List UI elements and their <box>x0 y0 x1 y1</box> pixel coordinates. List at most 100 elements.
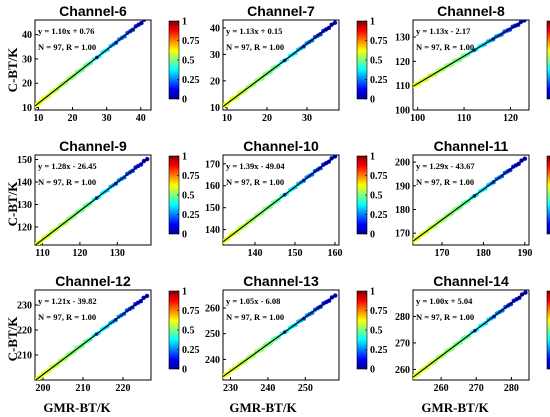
panel-3: Channel-8 100 110 120 100 110 120 130 y = 1.13x … <box>395 3 550 124</box>
y-axis-label-row-3: C-BT/K <box>5 316 20 362</box>
fit-line <box>35 295 148 380</box>
y-tick-label: 260 <box>205 304 220 315</box>
x-tick-label: 180 <box>476 248 491 259</box>
fit-line <box>35 20 146 107</box>
panel-title: Channel-12 <box>55 273 131 289</box>
x-tick-label: 150 <box>288 248 303 259</box>
colorbar-tick-label: 0.5 <box>370 191 383 202</box>
fit-stats: N = 97, R = 1.00 <box>416 42 474 52</box>
x-tick-label: 270 <box>469 383 484 394</box>
colorbar-tick-label: 0.25 <box>370 210 388 221</box>
y-tick-label: 220 <box>17 326 32 337</box>
y-tick-label: 10 <box>22 103 32 114</box>
colorbar-tick-label: 0 <box>182 230 187 241</box>
y-tick-label: 170 <box>395 229 410 240</box>
colorbar-tick-label: 0.75 <box>182 171 200 182</box>
colorbar-tick-label: 0 <box>370 95 375 106</box>
y-tick-label: 150 <box>205 203 220 214</box>
x-axis-label-col-1: GMR-BT/K <box>43 400 111 415</box>
colorbar-tick-label: 1 <box>182 17 187 28</box>
colorbar-tick-label: 1 <box>370 287 375 298</box>
x-tick-label: 240 <box>260 383 275 394</box>
panel-8: Channel-13 230 240 250 240 250 260 y = 1.05x - … <box>205 273 388 394</box>
fit-equation: y = 1.05x - 6.08 <box>226 296 280 306</box>
y-tick-label: 210 <box>17 351 32 362</box>
fit-equation: y = 1.28x - 26.45 <box>38 161 97 171</box>
fit-equation: y = 1.29x - 43.67 <box>416 161 475 171</box>
x-axis-label-col-2: GMR-BT/K <box>229 400 297 415</box>
colorbar-tick-label: 0.25 <box>182 210 200 221</box>
fit-line <box>223 295 336 378</box>
panel-title: Channel-6 <box>59 3 127 19</box>
colorbar-tick-label: 0.25 <box>182 345 200 356</box>
panel-title: Channel-13 <box>243 273 319 289</box>
fit-line <box>413 292 526 378</box>
panel-4: Channel-9 110 120 130 120 130 140 150 y = 1.28x … <box>17 138 200 259</box>
x-tick-label: 20 <box>68 113 78 124</box>
fit-stats: N = 97, R = 1.00 <box>226 312 284 322</box>
y-tick-label: 240 <box>205 355 220 366</box>
colorbar-tick-label: 0.25 <box>370 75 388 86</box>
x-tick-label: 120 <box>72 248 87 259</box>
colorbar-tick-label: 0 <box>370 230 375 241</box>
colorbar <box>546 20 550 100</box>
fit-line <box>413 158 526 242</box>
colorbar-tick-label: 1 <box>182 287 187 298</box>
y-tick-label: 130 <box>395 33 410 44</box>
x-tick-label: 20 <box>262 113 272 124</box>
x-tick-label: 210 <box>76 383 91 394</box>
colorbar-tick-label: 0.75 <box>370 36 388 47</box>
panel-9: Channel-14 260 270 280 260 270 280 y = 1.00x + … <box>395 273 550 394</box>
fit-stats: N = 97, R = 1.00 <box>38 42 96 52</box>
fit-equation: y = 1.10x + 0.76 <box>38 26 94 36</box>
fit-equation: y = 1.21x - 39.82 <box>38 296 97 306</box>
y-tick-label: 140 <box>205 225 220 236</box>
y-tick-label: 30 <box>22 54 32 65</box>
colorbar-tick-label: 0.25 <box>370 345 388 356</box>
panel-title: Channel-11 <box>434 138 509 154</box>
colorbar-tick-label: 0.75 <box>370 171 388 182</box>
fit-equation: y = 1.13x - 2.17 <box>416 26 471 36</box>
x-tick-label: 10 <box>33 113 43 124</box>
y-tick-label: 40 <box>22 30 32 41</box>
fit-stats: N = 97, R = 1.00 <box>38 177 96 187</box>
colorbar-tick-label: 0 <box>182 95 187 106</box>
y-tick-label: 250 <box>205 329 220 340</box>
colorbar-tick-label: 0 <box>182 365 187 376</box>
x-tick-label: 220 <box>116 383 131 394</box>
y-axis-label-row-1: C-BT/K <box>5 47 20 93</box>
colorbar-tick-label: 1 <box>370 17 375 28</box>
y-tick-label: 110 <box>396 81 410 92</box>
y-tick-label: 100 <box>395 106 410 117</box>
scatter-point <box>145 15 149 19</box>
y-tick-label: 190 <box>395 181 410 192</box>
colorbar-tick-label: 1 <box>370 152 375 163</box>
y-tick-label: 120 <box>395 57 410 68</box>
x-tick-label: 120 <box>503 113 518 124</box>
fit-stats: N = 97, R = 1.00 <box>38 312 96 322</box>
y-tick-label: 20 <box>210 76 220 87</box>
y-tick-label: 140 <box>17 178 32 189</box>
x-tick-label: 130 <box>110 248 125 259</box>
colorbar <box>546 290 550 370</box>
panel-6: Channel-11 170 180 190 170 180 190 200 y = 1.29x… <box>395 138 550 259</box>
x-tick-label: 40 <box>136 113 146 124</box>
y-tick-label: 180 <box>395 205 410 216</box>
colorbar-tick-label: 0.5 <box>182 191 195 202</box>
y-tick-label: 270 <box>395 338 410 349</box>
colorbar-tick-label: 0 <box>370 365 375 376</box>
y-tick-label: 150 <box>17 155 32 166</box>
x-tick-label: 100 <box>410 113 425 124</box>
y-axis-label-row-2: C-BT/K <box>5 181 20 227</box>
x-tick-label: 160 <box>328 248 343 259</box>
y-tick-label: 170 <box>205 159 220 170</box>
x-axis-label-col-3: GMR-BT/K <box>421 400 489 415</box>
x-tick-label: 30 <box>302 113 312 124</box>
x-tick-label: 10 <box>222 113 232 124</box>
colorbar-tick-label: 0.5 <box>182 326 195 337</box>
x-tick-label: 30 <box>102 113 112 124</box>
colorbar-tick-label: 0.75 <box>370 306 388 317</box>
x-tick-label: 260 <box>434 383 449 394</box>
